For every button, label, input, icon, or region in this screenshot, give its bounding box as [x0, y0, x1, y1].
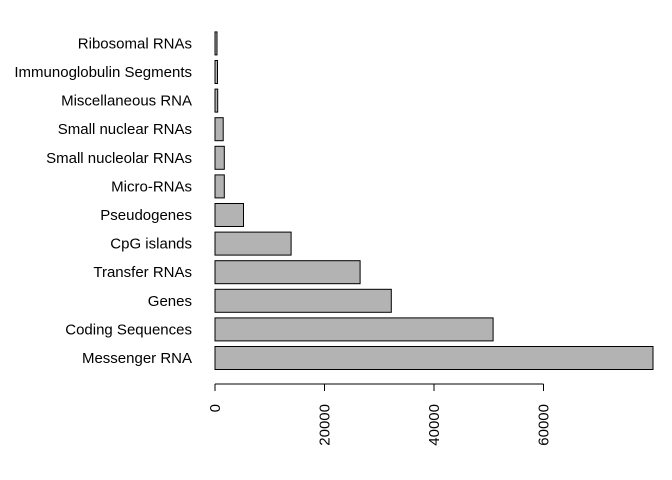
bar-small-nuclear-rnas [214, 117, 224, 142]
bar-genes [214, 288, 392, 313]
category-label: Small nuclear RNAs [58, 121, 192, 138]
bar-micro-rnas [214, 174, 225, 199]
bar-coding-sequences [214, 317, 494, 342]
x-tick-label: 60000 [536, 404, 553, 446]
bar-ribosomal-rnas [214, 31, 218, 56]
x-tick-label: 40000 [426, 404, 443, 446]
bar-immunoglobulin-segments [214, 60, 218, 84]
x-tick-label: 0 [207, 404, 224, 412]
category-label: Pseudogenes [100, 207, 192, 224]
bars-group [214, 31, 654, 370]
category-label: Messenger RNA [82, 350, 192, 367]
category-label: Transfer RNAs [93, 264, 192, 281]
bar-miscellaneous-rna [214, 88, 219, 113]
category-label: Micro-RNAs [111, 178, 192, 195]
x-tick-label: 20000 [317, 404, 334, 446]
bar-cpg-islands [214, 231, 292, 256]
category-label: CpG islands [110, 236, 192, 253]
bar-transfer-rnas [214, 260, 361, 285]
category-label: Small nucleolar RNAs [46, 150, 192, 167]
bar-pseudogenes [214, 203, 244, 227]
category-label: Coding Sequences [65, 321, 192, 338]
category-label: Miscellaneous RNA [61, 93, 192, 110]
bar-small-nucleolar-rnas [214, 145, 225, 170]
category-label: Genes [148, 293, 192, 310]
bar-messenger-rna [214, 346, 654, 370]
x-axis: 0 20000 40000 60000 [207, 383, 553, 446]
category-labels: Messenger RNA Coding Sequences Genes Transf… [14, 35, 192, 367]
category-label: Ribosomal RNAs [78, 35, 192, 52]
category-label: Immunoglobulin Segments [14, 64, 192, 81]
